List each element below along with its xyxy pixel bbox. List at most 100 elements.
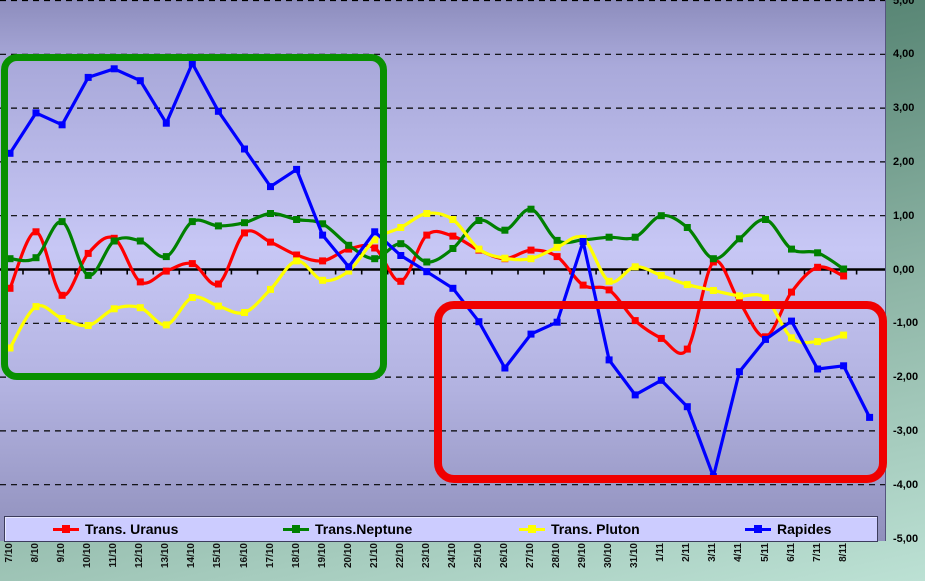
x-tick-label: 17/10 — [264, 543, 276, 569]
data-point-marker — [449, 284, 457, 292]
data-point-marker — [293, 165, 301, 173]
data-point-marker — [162, 267, 170, 275]
data-point-marker — [136, 278, 144, 286]
data-point-marker — [579, 281, 587, 289]
data-point-marker — [110, 305, 118, 313]
data-point-marker — [397, 277, 405, 285]
x-tick-label: 23/10 — [420, 543, 432, 569]
chart-canvas — [0, 0, 885, 486]
series-line-rapides — [8, 61, 872, 479]
x-tick-label: 15/10 — [212, 543, 224, 569]
data-point-marker — [527, 205, 535, 213]
x-tick-label: 20/10 — [342, 543, 354, 569]
x-tick-label: 24/10 — [446, 543, 458, 569]
data-point-marker — [553, 243, 561, 251]
x-tick-label: 25/10 — [472, 543, 484, 569]
y-tick-label: 0,00 — [893, 263, 915, 276]
data-point-marker — [267, 285, 274, 293]
data-point-marker — [788, 288, 795, 296]
data-point-marker — [241, 145, 248, 153]
data-point-marker — [345, 267, 353, 275]
data-point-marker — [84, 249, 92, 257]
data-point-marker — [579, 238, 587, 245]
data-point-marker — [788, 245, 795, 253]
data-point-marker — [631, 391, 639, 399]
data-point-marker — [32, 109, 40, 117]
red-annotation-rectangle — [434, 301, 887, 483]
data-point-marker — [475, 245, 483, 253]
data-point-marker — [397, 240, 405, 248]
data-point-marker — [214, 107, 222, 115]
x-axis-labels: 7/10 8/10 9/10 10/10 11/10 12/10 13/10 14/10 15/… — [0, 543, 885, 581]
data-point-marker — [527, 246, 535, 254]
data-point-marker — [683, 224, 691, 231]
data-point-marker — [605, 233, 613, 241]
data-point-marker — [32, 228, 40, 236]
data-point-marker — [762, 216, 769, 223]
data-point-marker — [6, 344, 14, 352]
data-point-marker — [319, 276, 327, 284]
data-point-marker — [605, 356, 613, 364]
x-tick-label: 29/10 — [577, 543, 589, 569]
legend-label: Rapides — [777, 521, 832, 537]
x-tick-label: 4/11 — [733, 543, 745, 562]
x-tick-label: 22/10 — [394, 543, 406, 569]
data-point-marker — [293, 257, 301, 265]
data-point-marker — [449, 216, 457, 223]
data-point-marker — [631, 263, 639, 271]
x-tick-label: 31/10 — [629, 543, 641, 569]
x-tick-label: 27/10 — [525, 543, 536, 569]
x-tick-label: 8/10 — [30, 543, 41, 563]
y-tick-label: 5,00 — [893, 0, 915, 7]
data-point-marker — [683, 281, 691, 289]
data-point-marker — [423, 210, 431, 217]
data-point-marker — [423, 268, 431, 276]
y-tick-label: -5,00 — [893, 532, 919, 545]
data-point-marker — [162, 119, 170, 127]
data-point-marker — [605, 277, 613, 285]
x-tick-label: 19/10 — [316, 543, 328, 569]
data-point-marker — [814, 338, 822, 346]
x-tick-label: 2/11 — [681, 543, 693, 562]
data-point-marker — [241, 309, 248, 316]
data-point-marker — [136, 304, 144, 312]
data-point-marker — [188, 59, 196, 67]
data-point-marker — [423, 231, 431, 239]
data-point-marker — [788, 334, 795, 342]
x-tick-label: 10/10 — [82, 543, 94, 569]
x-tick-label: 21/10 — [368, 543, 380, 569]
x-tick-label: 16/10 — [238, 543, 250, 569]
data-point-marker — [840, 272, 848, 280]
chart-svg — [0, 0, 885, 486]
data-point-marker — [501, 254, 509, 262]
data-point-marker — [241, 229, 248, 237]
data-point-marker — [214, 302, 222, 310]
legend-marker-icon — [519, 524, 545, 534]
data-point-marker — [84, 322, 92, 329]
x-tick-label: 3/11 — [707, 543, 719, 562]
x-tick-label: 9/10 — [56, 543, 68, 563]
data-point-marker — [6, 149, 14, 157]
data-point-marker — [475, 217, 483, 224]
data-point-marker — [345, 263, 353, 271]
data-point-marker — [527, 330, 535, 338]
data-point-marker — [735, 368, 743, 376]
data-point-marker — [371, 255, 379, 263]
data-point-marker — [397, 252, 405, 259]
data-point-marker — [657, 376, 665, 384]
data-point-marker — [631, 233, 639, 241]
data-point-marker — [241, 219, 248, 227]
legend-label: Trans. Pluton — [551, 521, 640, 537]
legend-marker-icon — [745, 524, 771, 534]
legend-label: Trans.Neptune — [315, 521, 413, 537]
data-point-marker — [58, 121, 66, 129]
data-point-marker — [735, 292, 743, 300]
data-point-marker — [449, 245, 457, 252]
x-tick-label: 11/10 — [108, 543, 120, 568]
legend-marker-icon — [283, 524, 309, 534]
data-point-marker — [293, 216, 301, 223]
legend-item-trans-pluton: Trans. Pluton — [519, 517, 640, 541]
y-tick-label: 1,00 — [893, 209, 915, 222]
data-point-marker — [527, 255, 535, 263]
